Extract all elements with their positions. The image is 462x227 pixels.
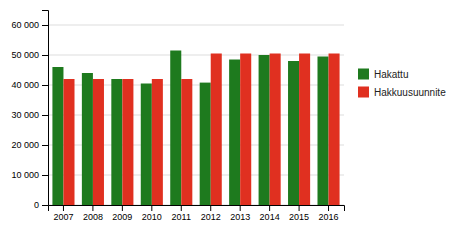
tick-mark xyxy=(240,205,241,211)
x-tick: 2015 xyxy=(289,205,309,222)
x-tick: 2012 xyxy=(201,205,221,222)
grid-line xyxy=(48,25,344,26)
tick-mark xyxy=(42,205,48,206)
tick-mark xyxy=(181,205,182,211)
tick-mark xyxy=(42,85,48,86)
legend-item: Hakattu xyxy=(358,69,408,80)
y-tick: 10 000 xyxy=(11,170,48,180)
bar xyxy=(229,60,240,206)
tick-mark xyxy=(210,205,211,211)
x-tick: 2008 xyxy=(83,205,103,222)
x-tick: 2007 xyxy=(53,205,73,222)
tick-label: 20 000 xyxy=(11,140,39,150)
tick-mark xyxy=(151,205,152,211)
tick-mark xyxy=(299,205,300,211)
legend-swatch xyxy=(358,69,369,80)
tick-label: 60 000 xyxy=(11,20,39,30)
tick-mark xyxy=(42,115,48,116)
tick-mark xyxy=(42,55,48,56)
tick-label: 50 000 xyxy=(11,50,39,60)
bar xyxy=(170,51,181,206)
bar xyxy=(122,79,133,205)
tick-mark xyxy=(63,205,64,211)
plot: 2007 2008 2009 2010 2011 2012 2013 2014 2015 2016… xyxy=(11,11,344,223)
y-tick: 20 000 xyxy=(11,140,48,150)
y-tick: 30 000 xyxy=(11,110,48,120)
legend-item: Hakkuusuunnite xyxy=(358,87,446,98)
bar xyxy=(152,79,163,205)
tick-label: 10 000 xyxy=(11,170,39,180)
axis-line xyxy=(42,11,49,206)
bar xyxy=(141,84,152,206)
tick-label: 2008 xyxy=(83,212,103,222)
bar xyxy=(211,54,222,206)
tick-mark xyxy=(328,205,329,211)
x-axis: 2007 2008 2009 2010 2011 2012 2013 2014 2015 2016 xyxy=(49,205,345,222)
tick-label: 2014 xyxy=(260,212,280,222)
tick-label: 30 000 xyxy=(11,110,39,120)
x-tick: 2016 xyxy=(319,205,339,222)
legend-label: Hakkuusuunnite xyxy=(374,87,446,98)
bar-series xyxy=(63,54,339,206)
bar xyxy=(299,54,310,206)
bar xyxy=(259,55,270,205)
tick-label: 2010 xyxy=(142,212,162,222)
tick-mark xyxy=(269,205,270,211)
tick-mark xyxy=(92,205,93,211)
y-tick: 40 000 xyxy=(11,80,48,90)
bar xyxy=(52,67,63,205)
y-tick: 50 000 xyxy=(11,50,48,60)
tick-mark xyxy=(42,175,48,176)
legend-label: Hakattu xyxy=(374,69,408,80)
bar xyxy=(317,57,328,206)
tick-mark xyxy=(42,25,48,26)
tick-label: 0 xyxy=(34,200,39,210)
bar xyxy=(111,79,122,205)
tick-label: 2007 xyxy=(53,212,73,222)
bar xyxy=(63,79,74,205)
y-tick: 0 xyxy=(34,200,48,210)
axis-line xyxy=(49,206,345,212)
bars xyxy=(52,51,339,206)
tick-label: 2013 xyxy=(230,212,250,222)
tick-label: 2015 xyxy=(289,212,309,222)
bar-series xyxy=(52,51,328,206)
bar xyxy=(270,54,281,206)
x-tick: 2010 xyxy=(142,205,162,222)
tick-label: 2012 xyxy=(201,212,221,222)
x-tick: 2011 xyxy=(172,205,191,222)
tick-label: 2009 xyxy=(112,212,132,222)
bar xyxy=(240,54,251,206)
bar xyxy=(329,54,340,206)
tick-mark xyxy=(42,145,48,146)
bar xyxy=(288,61,299,205)
x-tick: 2014 xyxy=(260,205,280,222)
chart: 2007 2008 2009 2010 2011 2012 2013 2014 2015 2016… xyxy=(0,0,462,227)
legend-swatch xyxy=(358,87,369,98)
tick-mark xyxy=(122,205,123,211)
tick-label: 2011 xyxy=(172,212,191,222)
y-axis: 0 10 000 20 000 30 000 40 000 50 000 60 000 xyxy=(11,11,48,211)
tick-label: 2016 xyxy=(319,212,339,222)
bar xyxy=(181,79,192,205)
grid xyxy=(48,25,344,205)
bar xyxy=(82,73,93,205)
x-tick: 2009 xyxy=(112,205,132,222)
bar xyxy=(200,83,211,205)
tick-label: 40 000 xyxy=(11,80,39,90)
bar xyxy=(93,79,104,205)
legend: Hakattu Hakkuusuunnite xyxy=(358,69,446,98)
x-tick: 2013 xyxy=(230,205,250,222)
y-tick: 60 000 xyxy=(11,20,48,30)
